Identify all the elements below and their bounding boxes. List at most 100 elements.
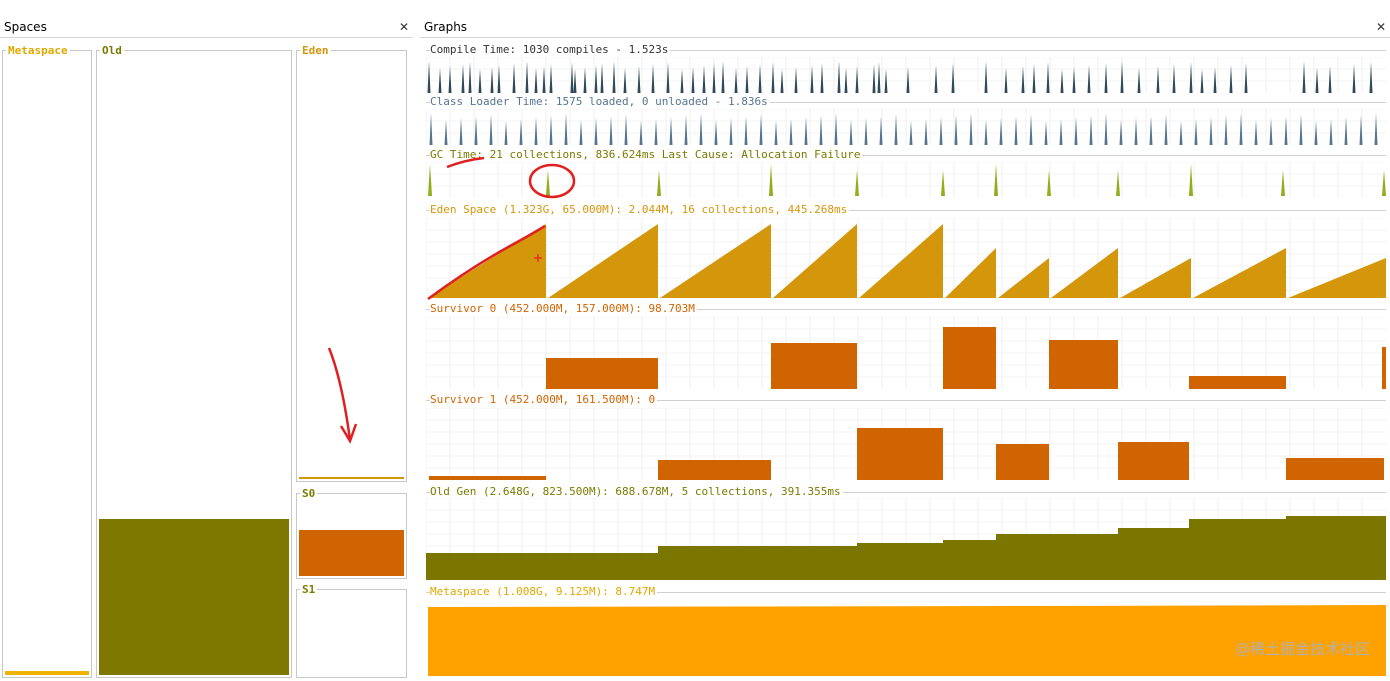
oldgen-divider — [426, 492, 1386, 493]
compile-spike — [951, 63, 955, 93]
spaces-pane-title: Spaces — [4, 20, 47, 34]
watermark: @稀土掘金技术社区 — [1234, 640, 1370, 658]
old-gen-fill — [99, 519, 289, 675]
class-spike — [624, 114, 628, 145]
class-spike — [459, 118, 463, 145]
compile-spike — [651, 64, 655, 93]
class-loader-label: Class Loader Time: 1575 loaded, 0 unload… — [430, 95, 770, 108]
compile-spike — [745, 66, 749, 93]
survivor-1-graph — [426, 408, 1386, 480]
compile-spike — [906, 67, 910, 93]
class-spike — [1104, 113, 1108, 145]
class-spike — [1074, 117, 1078, 145]
gc-spike — [1047, 170, 1051, 196]
compile-spike — [497, 65, 501, 93]
class-spike — [1224, 115, 1228, 145]
survivor-0-block — [943, 327, 996, 389]
survivor-0-block — [546, 358, 658, 389]
graphs-pane-title: Graphs — [424, 20, 468, 34]
compile-spike — [702, 65, 706, 93]
class-spike — [1044, 121, 1048, 145]
compile-spike — [855, 66, 859, 93]
class-spike — [1359, 115, 1363, 145]
compile-spike — [612, 61, 616, 93]
compile-spike — [734, 68, 738, 93]
compile-spike — [637, 66, 641, 93]
eden-tooth — [1051, 248, 1118, 298]
survivor-0-block — [1382, 347, 1386, 389]
compile-spike — [600, 63, 604, 93]
compile-spike — [1369, 62, 1373, 93]
compile-spike — [1032, 64, 1036, 93]
close-graphs-icon[interactable]: ✕ — [1375, 20, 1386, 34]
eden-tooth — [660, 224, 771, 298]
class-spike — [1134, 118, 1138, 145]
class-spike — [534, 117, 538, 145]
eden-divider — [426, 210, 1386, 211]
compile-spike — [771, 62, 775, 93]
gc-spike — [657, 170, 661, 196]
gc-spike — [1281, 170, 1285, 196]
survivor-1-block — [857, 428, 943, 480]
class-spike — [879, 116, 883, 145]
compile-divider — [426, 50, 1386, 51]
old-box — [96, 50, 292, 678]
class-spike — [1299, 114, 1303, 145]
compile-spike — [1172, 64, 1176, 93]
compile-spike — [1229, 65, 1233, 93]
gc-divider — [426, 155, 1386, 156]
eden-tooth — [945, 248, 996, 298]
class-spike — [939, 117, 943, 145]
class-spike — [1269, 118, 1273, 145]
class-spike — [1059, 119, 1063, 145]
compile-spike — [468, 62, 472, 93]
class-spike — [654, 119, 658, 145]
survivor-1-block — [1286, 458, 1384, 480]
s1-box — [296, 589, 407, 678]
class-spike — [1089, 115, 1093, 145]
compile-spike — [1087, 65, 1091, 93]
compile-spike — [810, 65, 814, 93]
class-spike — [999, 118, 1003, 145]
gc-time-graph — [426, 162, 1386, 198]
class-spike — [1284, 116, 1288, 145]
gc-spike — [994, 164, 998, 196]
class-spike — [444, 120, 448, 145]
old-gen-label: Old Gen (2.648G, 823.500M): 688.678M, 5 … — [430, 485, 843, 498]
compile-spike — [1213, 67, 1217, 93]
class-spike — [564, 113, 568, 145]
compile-spike — [573, 69, 577, 93]
compile-spike — [1046, 62, 1050, 93]
old-gen-area — [426, 516, 1386, 580]
compile-spike — [691, 67, 695, 93]
compile-spike — [934, 65, 938, 93]
eden-tooth — [1120, 258, 1191, 298]
close-spaces-icon[interactable]: ✕ — [398, 20, 409, 34]
class-spike — [834, 113, 838, 145]
compile-spike — [780, 69, 784, 93]
compile-spike — [1060, 69, 1064, 93]
class-spike — [684, 115, 688, 145]
gc-spike — [1382, 170, 1386, 196]
eden-tooth — [859, 224, 943, 298]
s0-box — [296, 493, 407, 579]
class-spike — [639, 121, 643, 145]
class-spike — [519, 119, 523, 145]
survivor-0-label: Survivor 0 (452.000M, 157.000M): 98.703M — [430, 302, 697, 315]
class-spike — [669, 117, 673, 145]
compile-spike — [884, 69, 888, 93]
class-spike — [489, 114, 493, 145]
eden-tooth — [1288, 258, 1386, 298]
eden-tooth — [428, 224, 546, 298]
survivor1-divider — [426, 400, 1386, 401]
gc-spike — [769, 164, 773, 196]
compile-spike — [438, 68, 442, 93]
s0-fill — [299, 530, 404, 576]
compile-spike — [758, 64, 762, 93]
compile-spike — [1352, 64, 1356, 93]
compile-spike — [549, 64, 553, 93]
compile-spike — [1072, 67, 1076, 93]
gc-spike — [855, 170, 859, 196]
compile-spike — [984, 61, 988, 93]
eden-box — [296, 50, 407, 482]
